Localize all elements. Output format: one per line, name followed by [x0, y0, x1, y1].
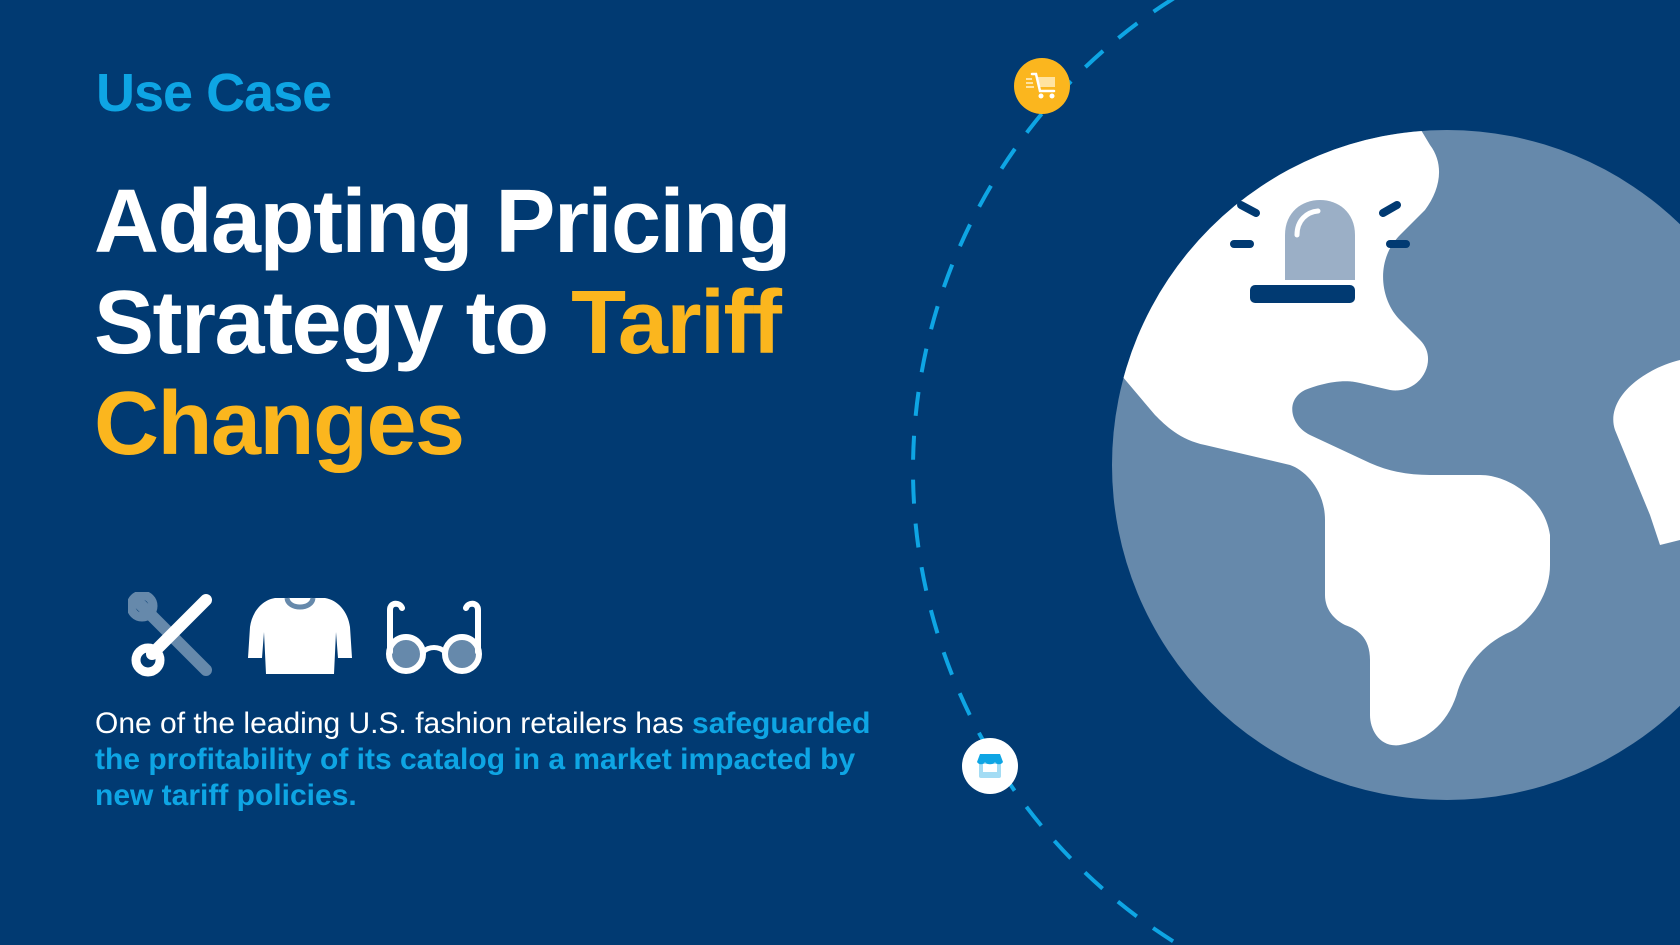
page-title: Adapting Pricing Strategy to Tariff Chan…: [94, 172, 934, 475]
storefront-badge: [962, 738, 1018, 794]
shopping-cart-badge: [1014, 58, 1070, 114]
title-line-1: Adapting Pricing: [94, 172, 792, 272]
storefront-icon: [977, 754, 1003, 778]
glasses-icon: [386, 600, 482, 674]
description-plain: One of the leading U.S. fashion retailer…: [95, 707, 693, 740]
title-line-2: Strategy to: [94, 273, 572, 373]
eyebrow-label: Use Case: [96, 63, 332, 123]
title-accent-tariff: Tariff: [571, 273, 782, 373]
scissors-icon: [126, 590, 212, 677]
alarm-siren-icon: [1230, 200, 1410, 303]
description: One of the leading U.S. fashion retailer…: [95, 706, 895, 814]
description-highlight: safeguarded the profitability of its cat…: [95, 707, 871, 812]
product-icons: [126, 590, 488, 678]
globe: [1112, 130, 1680, 800]
shopping-cart-icon: [1026, 72, 1056, 99]
title-accent-changes: Changes: [94, 374, 465, 474]
sweater-icon: [248, 597, 352, 674]
